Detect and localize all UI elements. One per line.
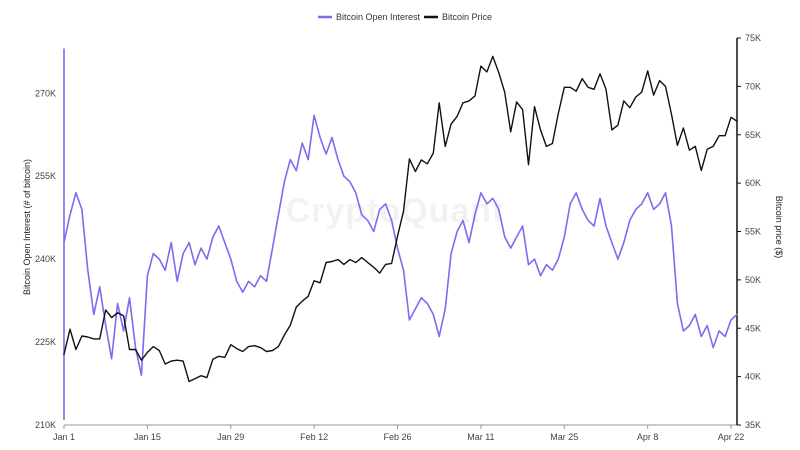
series-line-price xyxy=(63,55,738,383)
series-layer xyxy=(63,48,738,421)
right-tick-label: 65K xyxy=(745,130,761,140)
legend-item-open-interest[interactable]: Bitcoin Open Interest xyxy=(318,12,421,22)
legend-label-open-interest: Bitcoin Open Interest xyxy=(336,12,421,22)
right-tick-label: 45K xyxy=(745,323,761,333)
x-tick-label: Feb 26 xyxy=(384,432,412,442)
left-tick-label: 240K xyxy=(35,254,56,264)
right-tick-label: 40K xyxy=(745,372,761,382)
x-tick-label: Jan 1 xyxy=(53,432,75,442)
x-tick-label: Feb 12 xyxy=(300,432,328,442)
x-tick-label: Jan 15 xyxy=(134,432,161,442)
x-tick-label: Apr 22 xyxy=(718,432,745,442)
legend: Bitcoin Open Interest Bitcoin Price xyxy=(318,12,492,22)
x-tick-label: Apr 8 xyxy=(637,432,659,442)
left-tick-label: 210K xyxy=(35,420,56,430)
x-tick-label: Mar 25 xyxy=(550,432,578,442)
x-axis-ticks: Jan 1 Jan 15 Jan 29 Feb 12 Feb 26 Mar 11 Mar 2… xyxy=(53,425,744,442)
right-tick-label: 55K xyxy=(745,227,761,237)
watermark-layer: CryptoQuant xyxy=(286,192,505,230)
x-tick-label: Mar 11 xyxy=(467,432,494,442)
right-tick-label: 75K xyxy=(745,33,761,43)
left-tick-label: 270K xyxy=(35,88,56,98)
right-tick-label: 35K xyxy=(745,420,761,430)
right-axis-ticks: 35K 40K 45K 50K 55K 60K 65K 70K 75K xyxy=(737,33,761,430)
left-axis-title: Bitcoin Open Interest (# of bitcoin) xyxy=(22,159,32,295)
x-tick-label: Jan 29 xyxy=(217,432,244,442)
left-tick-label: 225K xyxy=(35,337,56,347)
right-axis-label: Bitcoin price ($) xyxy=(774,196,784,259)
right-tick-label: 50K xyxy=(745,275,761,285)
right-axis-title: Bitcoin price ($) xyxy=(774,196,784,259)
left-axis-ticks: 210K 225K 240K 255K 270K xyxy=(35,88,56,430)
legend-item-price[interactable]: Bitcoin Price xyxy=(424,12,492,22)
legend-label-price: Bitcoin Price xyxy=(442,12,492,22)
watermark-text: CryptoQuant xyxy=(286,192,505,230)
series-line-open-interest xyxy=(63,48,738,421)
left-axis-label: Bitcoin Open Interest (# of bitcoin) xyxy=(22,159,32,295)
left-tick-label: 255K xyxy=(35,171,56,181)
right-tick-label: 70K xyxy=(745,81,761,91)
right-tick-label: 60K xyxy=(745,178,761,188)
